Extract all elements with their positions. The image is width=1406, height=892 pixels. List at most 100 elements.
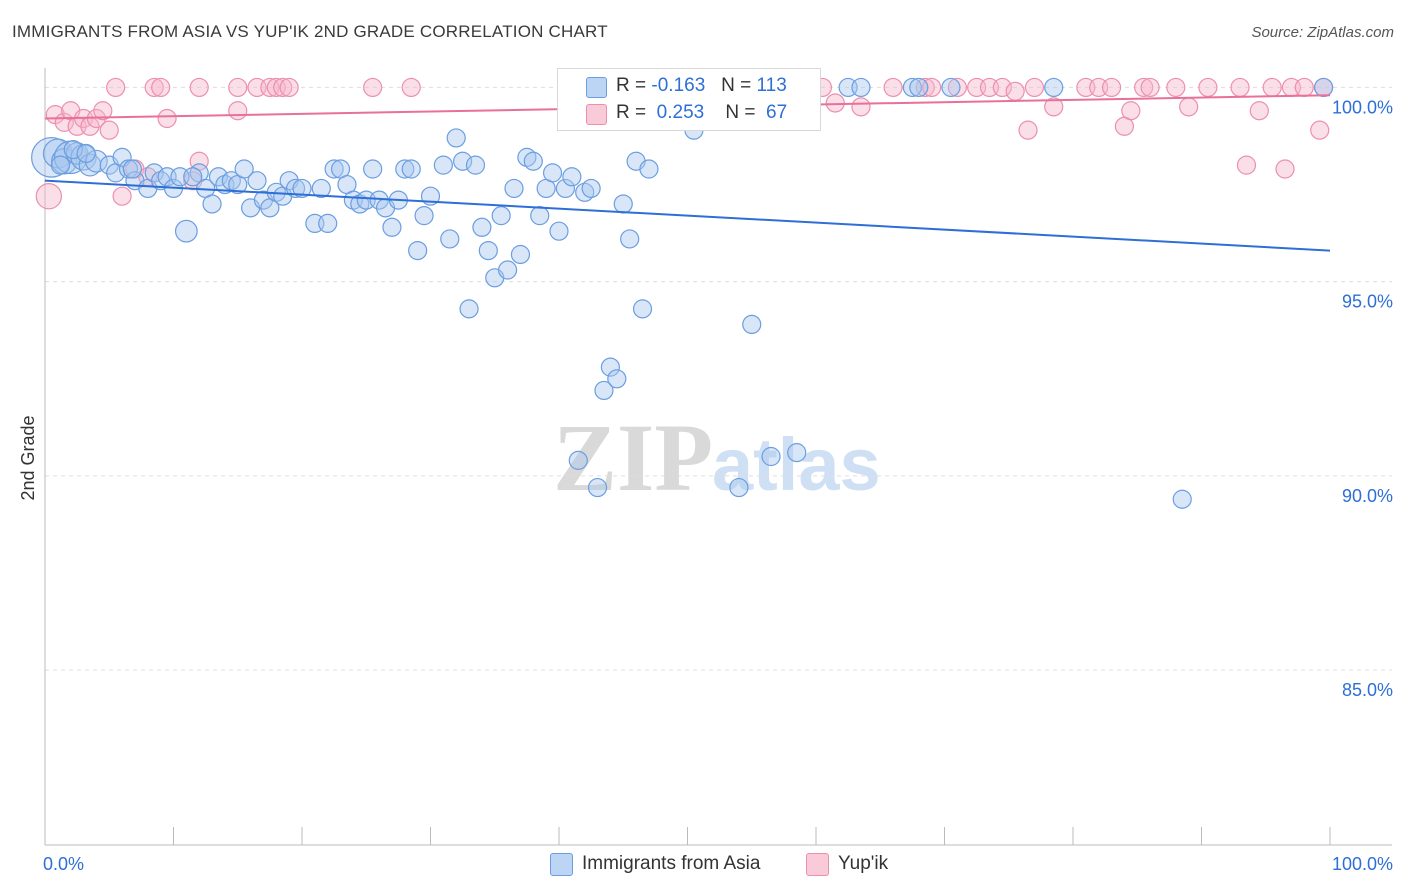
asia-point-53	[408, 240, 428, 261]
asia-trend-line	[44, 179, 1331, 252]
asia-point-103	[1313, 77, 1334, 98]
legend-r-value-yupik: 0.253	[656, 102, 705, 123]
yupik-point-46	[1024, 77, 1045, 98]
asia-point-52	[401, 159, 421, 179]
asia-point-65	[491, 206, 511, 226]
asia-point-22	[202, 194, 222, 214]
asia-point-92	[729, 477, 749, 498]
yupik-point-52	[1121, 101, 1141, 121]
y-tick-label-1: 90.0%	[1342, 486, 1393, 506]
asia-point-95	[787, 443, 807, 463]
asia-point-63	[478, 240, 498, 261]
yupik-point-40	[947, 77, 967, 98]
asia-point-85	[620, 229, 640, 249]
legend-r-label: R =	[616, 75, 647, 96]
watermark-zip: ZIP	[553, 404, 713, 511]
asia-point-104	[50, 155, 71, 175]
legend-label-yupik: Yup'ik	[838, 853, 889, 874]
asia-point-88	[639, 159, 659, 179]
yupik-point-45	[1018, 120, 1038, 140]
yupik-point-59	[1236, 155, 1257, 175]
asia-point-107	[122, 159, 142, 179]
asia-point-84	[613, 194, 633, 214]
legend-n-value-yupik: 67	[766, 102, 788, 123]
yupik-point-61	[1262, 77, 1282, 98]
asia-point-94	[761, 446, 781, 467]
asia-point-51	[395, 159, 415, 179]
yupik-point-20	[228, 77, 248, 98]
chart-title: IMMIGRANTS FROM ASIA VS YUP'IK 2ND GRADE…	[12, 22, 608, 41]
x-tick-label-1: 100.0%	[1332, 854, 1393, 874]
asia-point-83	[607, 369, 627, 389]
x-tick-label-0: 0.0%	[43, 854, 84, 874]
legend-r-label: R =	[616, 102, 647, 123]
asia-point-36	[292, 178, 312, 199]
asia-point-67	[504, 178, 524, 199]
legend-swatch-asia	[550, 853, 573, 876]
asia-point-74	[549, 221, 569, 241]
asia-point-29	[247, 171, 267, 191]
yupik-point-64	[1294, 77, 1314, 98]
asia-point-35	[285, 178, 306, 199]
asia-point-106	[76, 143, 96, 164]
asia-point-62	[472, 217, 492, 237]
legend-swatch-yupik	[806, 853, 829, 876]
asia-point-100	[941, 77, 961, 98]
yupik-point-54	[1140, 77, 1160, 98]
yupik-point-16	[157, 108, 177, 129]
asia-point-23	[208, 167, 229, 187]
yupik-point-65	[1310, 120, 1330, 140]
asia-point-99	[909, 77, 929, 98]
legend-n-value-asia: 113	[756, 75, 787, 96]
asia-point-14	[144, 163, 164, 183]
asia-point-75	[555, 178, 576, 199]
asia-point-87	[632, 299, 653, 319]
asia-point-58	[446, 128, 466, 148]
asia-point-46	[363, 159, 383, 179]
yupik-point-58	[1230, 77, 1250, 98]
asia-point-79	[581, 178, 601, 199]
y-tick-label-3: 100.0%	[1332, 97, 1393, 117]
yupik-point-50	[1101, 77, 1122, 98]
asia-point-68	[510, 244, 531, 265]
yupik-point-53	[1134, 77, 1154, 98]
yupik-point-35	[825, 93, 845, 113]
asia-point-38	[311, 178, 331, 199]
asia-point-39	[318, 213, 338, 233]
yupik-point-62	[1275, 159, 1295, 179]
yupik-point-36	[851, 97, 871, 117]
asia-point-61	[465, 155, 486, 175]
asia-point-101	[1044, 77, 1064, 98]
asia-point-59	[453, 151, 473, 171]
asia-point-93	[742, 314, 762, 335]
yupik-point-47	[1044, 97, 1064, 117]
yupik-point-28	[401, 77, 421, 98]
legend-n-label: N =	[721, 75, 752, 96]
asia-point-105	[63, 139, 83, 160]
yupik-point-43	[992, 77, 1012, 98]
asia-point-54	[414, 206, 434, 226]
yupik-point-44	[1005, 81, 1025, 101]
yupik-point-25	[273, 77, 293, 98]
asia-point-7	[84, 149, 108, 173]
yupik-point-11	[112, 186, 132, 206]
yupik-point-55	[1166, 77, 1186, 98]
yupik-point-14	[144, 77, 164, 98]
asia-point-81	[600, 357, 621, 377]
y-tick-label-2: 95.0%	[1342, 292, 1393, 312]
asia-point-76	[562, 167, 582, 187]
stats-legend: R = -0.163 N = 113 R = 0.253 N = 67	[557, 68, 821, 131]
legend-swatch-yupik	[586, 104, 607, 125]
yupik-point-15	[151, 77, 171, 98]
asia-point-97	[851, 77, 871, 98]
asia-point-108	[183, 167, 203, 187]
asia-point-56	[433, 155, 453, 175]
tick-labels: 85.0% 90.0% 95.0% 100.0% 0.0% 100.0%	[43, 97, 1393, 874]
legend-r-value-asia: -0.163	[651, 75, 706, 96]
asia-point-70	[523, 151, 543, 171]
yupik-point-56	[1179, 97, 1199, 117]
asia-point-73	[542, 163, 563, 183]
y-tick-label-0: 85.0%	[1342, 680, 1393, 700]
yupik-point-9	[99, 120, 119, 140]
